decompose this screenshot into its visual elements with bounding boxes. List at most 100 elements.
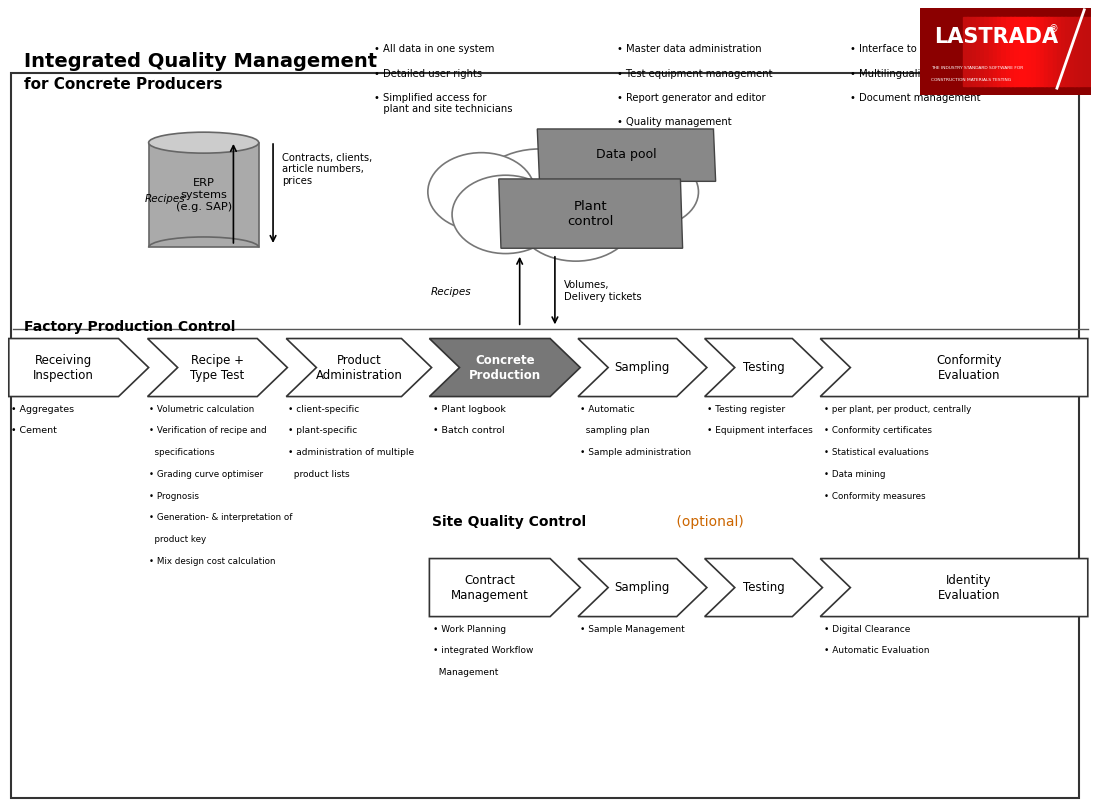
Text: • Plant logbook: • Plant logbook	[433, 405, 505, 413]
Polygon shape	[148, 339, 287, 397]
Text: • Simplified access for
   plant and site technicians: • Simplified access for plant and site t…	[374, 93, 513, 114]
Bar	[1053, 17, 1057, 86]
Text: • Data mining: • Data mining	[824, 470, 885, 479]
Polygon shape	[429, 559, 580, 617]
Text: ®: ®	[1048, 24, 1058, 35]
Bar	[1082, 17, 1088, 86]
Polygon shape	[578, 339, 707, 397]
Polygon shape	[537, 129, 716, 181]
Text: Factory Production Control: Factory Production Control	[24, 320, 236, 334]
Circle shape	[603, 157, 698, 226]
Bar	[993, 17, 998, 86]
Ellipse shape	[149, 132, 259, 153]
Text: Contracts, clients,
article numbers,
prices: Contracts, clients, article numbers, pri…	[282, 152, 372, 185]
Bar	[1010, 17, 1015, 86]
Text: • per plant, per product, centrally: • per plant, per product, centrally	[824, 405, 971, 413]
Text: Conformity
Evaluation: Conformity Evaluation	[936, 354, 1002, 381]
Circle shape	[588, 179, 675, 243]
Circle shape	[472, 149, 607, 247]
Circle shape	[516, 174, 635, 261]
Text: Recipes: Recipes	[430, 287, 471, 297]
Text: Product
Administration: Product Administration	[316, 354, 402, 381]
Text: (optional): (optional)	[672, 515, 743, 530]
Text: • Statistical evaluations: • Statistical evaluations	[824, 448, 928, 457]
Text: • Grading curve optimiser: • Grading curve optimiser	[149, 470, 263, 479]
Text: • Automatic: • Automatic	[580, 405, 635, 413]
Polygon shape	[499, 179, 683, 248]
Text: Data pool: Data pool	[596, 148, 657, 161]
Bar	[963, 17, 968, 86]
Bar	[980, 17, 985, 86]
Polygon shape	[578, 559, 707, 617]
Polygon shape	[429, 339, 580, 397]
Text: • Document management: • Document management	[850, 93, 981, 102]
Text: • Conformity certificates: • Conformity certificates	[824, 426, 931, 435]
Text: • Verification of recipe and: • Verification of recipe and	[149, 426, 266, 435]
Text: • Automatic Evaluation: • Automatic Evaluation	[824, 646, 929, 655]
Text: • Detailed user rights: • Detailed user rights	[374, 69, 482, 78]
Polygon shape	[820, 559, 1088, 617]
Text: • Master data administration: • Master data administration	[617, 44, 761, 54]
Text: • Multilingualism: • Multilingualism	[850, 69, 935, 78]
Text: • plant-specific: • plant-specific	[288, 426, 358, 435]
Polygon shape	[705, 559, 822, 617]
Text: sampling plan: sampling plan	[580, 426, 650, 435]
Text: • Generation- & interpretation of: • Generation- & interpretation of	[149, 513, 292, 522]
Text: • client-specific: • client-specific	[288, 405, 360, 413]
Text: Sampling: Sampling	[614, 361, 671, 374]
Text: • Equipment interfaces: • Equipment interfaces	[707, 426, 813, 435]
Text: CONSTRUCTION MATERIALS TESTING: CONSTRUCTION MATERIALS TESTING	[930, 78, 1011, 82]
Bar	[1018, 17, 1023, 86]
Bar	[1048, 17, 1054, 86]
Text: Recipes: Recipes	[144, 193, 185, 203]
Text: Testing: Testing	[743, 581, 784, 594]
Text: • Report generator and editor: • Report generator and editor	[617, 93, 765, 102]
Bar	[989, 17, 993, 86]
Bar	[984, 17, 989, 86]
Polygon shape	[820, 339, 1088, 397]
Polygon shape	[9, 339, 149, 397]
Bar	[1061, 17, 1066, 86]
Text: • Aggregates: • Aggregates	[11, 405, 74, 413]
Text: • Batch control: • Batch control	[433, 426, 504, 435]
Text: Site Quality Control: Site Quality Control	[432, 515, 586, 530]
Bar	[975, 17, 981, 86]
Text: • Conformity measures: • Conformity measures	[824, 492, 925, 501]
Bar	[1087, 17, 1091, 86]
Bar	[1044, 17, 1049, 86]
Bar	[1073, 17, 1079, 86]
Text: LASTRADA: LASTRADA	[934, 27, 1058, 47]
Text: Receiving
Inspection: Receiving Inspection	[33, 354, 94, 381]
Text: Volumes,
Delivery tickets: Volumes, Delivery tickets	[564, 280, 642, 301]
Text: • Cement: • Cement	[11, 426, 57, 435]
Text: • Digital Clearance: • Digital Clearance	[824, 625, 909, 634]
Text: • Interface to third party lab: • Interface to third party lab	[850, 44, 991, 54]
Bar	[968, 17, 972, 86]
Text: Management: Management	[433, 668, 498, 677]
Text: • All data in one system: • All data in one system	[374, 44, 494, 54]
Bar	[1078, 17, 1083, 86]
Text: Plant
control: Plant control	[567, 200, 613, 227]
Text: Contract
Management: Contract Management	[450, 574, 528, 601]
Text: • Testing register: • Testing register	[707, 405, 785, 413]
Polygon shape	[286, 339, 432, 397]
Text: • Test equipment management: • Test equipment management	[617, 69, 772, 78]
FancyBboxPatch shape	[11, 73, 1079, 798]
Text: specifications: specifications	[149, 448, 215, 457]
Text: Concrete
Production: Concrete Production	[469, 354, 541, 381]
Text: • Prognosis: • Prognosis	[149, 492, 198, 501]
Bar	[1014, 17, 1020, 86]
Bar	[1032, 17, 1036, 86]
FancyBboxPatch shape	[149, 143, 259, 247]
Bar	[1005, 17, 1011, 86]
Text: Integrated Quality Management: Integrated Quality Management	[24, 52, 378, 72]
Text: • integrated Workflow: • integrated Workflow	[433, 646, 533, 655]
Text: product key: product key	[149, 535, 206, 544]
Text: Recipe +
Type Test: Recipe + Type Test	[190, 354, 244, 381]
Text: • Sample Management: • Sample Management	[580, 625, 685, 634]
Bar	[1002, 17, 1006, 86]
Bar	[1027, 17, 1032, 86]
Bar	[1039, 17, 1045, 86]
Text: THE INDUSTRY STANDARD SOFTWARE FOR: THE INDUSTRY STANDARD SOFTWARE FOR	[930, 66, 1023, 70]
Text: • Mix design cost calculation: • Mix design cost calculation	[149, 557, 275, 566]
